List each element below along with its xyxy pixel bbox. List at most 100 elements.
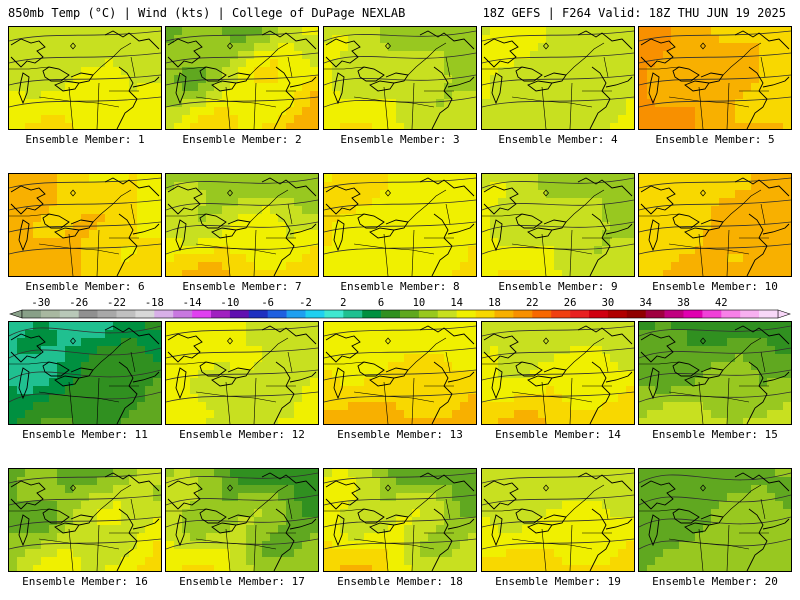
temperature-cell <box>380 262 389 271</box>
temperature-cell <box>412 246 421 255</box>
temperature-cell <box>372 330 381 339</box>
temperature-cell <box>530 198 539 207</box>
temperature-cell <box>340 370 349 379</box>
temperature-cell <box>153 107 161 116</box>
temperature-cell <box>743 238 752 247</box>
temperature-cell <box>372 174 381 183</box>
coastline <box>672 361 700 377</box>
temperature-cell <box>182 214 191 223</box>
temperature-cell <box>113 338 122 347</box>
temperature-cell <box>230 83 239 92</box>
temperature-cell <box>404 246 413 255</box>
temperature-cell <box>166 67 175 76</box>
temperature-cell <box>570 75 579 84</box>
height-contour <box>9 516 161 528</box>
temperature-cell <box>41 501 50 510</box>
temperature-cell <box>594 270 603 276</box>
temperature-cell <box>348 67 357 76</box>
temperature-cell <box>388 123 397 129</box>
temperature-cell <box>663 51 672 60</box>
temperature-cell <box>460 59 469 68</box>
temperature-cell <box>372 549 381 558</box>
temperature-cell <box>498 174 507 183</box>
temperature-cell <box>57 270 66 276</box>
temperature-cell <box>81 262 90 271</box>
temperature-cell <box>498 386 507 395</box>
temperature-cell <box>412 182 421 191</box>
temperature-cell <box>610 182 619 191</box>
temperature-cell <box>222 67 231 76</box>
temperature-cell <box>436 402 445 411</box>
temperature-cell <box>214 517 223 526</box>
temperature-cell <box>546 174 555 183</box>
temperature-cell <box>73 354 82 363</box>
temperature-cell <box>324 222 333 231</box>
temperature-cell <box>436 533 445 542</box>
temperature-cell <box>174 386 183 395</box>
height-contour <box>166 347 318 359</box>
temperature-cell <box>444 27 453 36</box>
temperature-cell <box>348 354 357 363</box>
temperature-cell <box>254 517 263 526</box>
temperature-cell <box>238 386 247 395</box>
temperature-cell <box>388 270 397 276</box>
temperature-cell <box>727 75 736 84</box>
temperature-cell <box>570 322 579 331</box>
temperature-cell <box>618 402 627 411</box>
temperature-cell <box>506 386 515 395</box>
temperature-cell <box>89 469 98 478</box>
temperature-cell <box>198 418 207 424</box>
temperature-cell <box>9 394 18 403</box>
station-marker-icon <box>385 42 391 50</box>
temperature-cell <box>198 67 207 76</box>
temperature-cell <box>428 501 437 510</box>
temperature-cell <box>420 99 429 108</box>
temperature-cell <box>602 362 611 371</box>
temperature-cell <box>214 238 223 247</box>
temperature-cell <box>49 123 58 129</box>
temperature-cell <box>348 214 357 223</box>
temperature-cell <box>482 338 491 347</box>
temperature-cell <box>655 67 664 76</box>
temperature-cell <box>113 533 122 542</box>
temperature-cell <box>735 27 744 36</box>
temperature-cell <box>380 469 389 478</box>
temperature-cell <box>546 330 555 339</box>
temperature-cell <box>687 115 696 124</box>
temperature-cell <box>113 346 122 355</box>
temperature-cell <box>278 565 287 571</box>
temperature-cell <box>538 190 547 199</box>
temperature-cell <box>482 394 491 403</box>
temperature-cell <box>254 67 263 76</box>
temperature-cell <box>727 43 736 52</box>
temperature-cell <box>751 83 760 92</box>
temperature-cell <box>49 238 58 247</box>
temperature-cell <box>105 174 114 183</box>
state-border <box>92 337 132 371</box>
temperature-cell <box>105 362 114 371</box>
temperature-cell <box>364 107 373 116</box>
temperature-cell <box>380 509 389 518</box>
temperature-cell <box>546 394 555 403</box>
temperature-cell <box>663 402 672 411</box>
temperature-cell <box>9 115 18 124</box>
temperature-cell <box>759 43 768 52</box>
temperature-cell <box>554 246 563 255</box>
temperature-cell <box>412 509 421 518</box>
temperature-cell <box>33 509 42 518</box>
ensemble-member-label: Ensemble Member: 8 <box>340 280 460 293</box>
temperature-cell <box>490 485 499 494</box>
height-contour <box>324 516 476 528</box>
temperature-cell <box>711 206 720 215</box>
temperature-cell <box>246 67 255 76</box>
temperature-cell <box>751 246 760 255</box>
temperature-cell <box>679 354 688 363</box>
temperature-cell <box>129 402 138 411</box>
temperature-cell <box>610 238 619 247</box>
temperature-cell <box>190 59 199 68</box>
temperature-cell <box>444 222 453 231</box>
temperature-cell <box>105 565 114 571</box>
temperature-cell <box>468 362 476 371</box>
temperature-cell <box>270 254 279 263</box>
temperature-cell <box>452 91 461 100</box>
